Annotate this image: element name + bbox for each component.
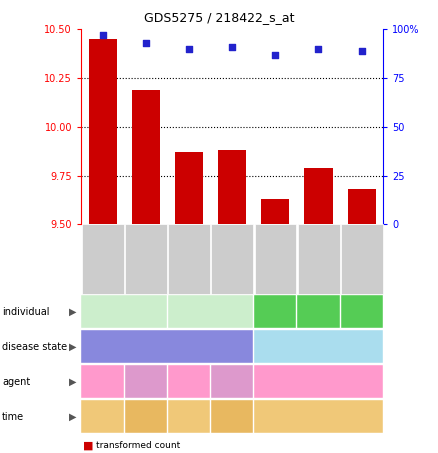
Text: ▶: ▶ <box>69 411 77 422</box>
Text: individual: individual <box>2 307 49 317</box>
Text: ▶: ▶ <box>69 376 77 387</box>
Bar <box>304 168 332 224</box>
Bar <box>348 189 376 224</box>
Bar <box>132 90 160 224</box>
Text: untreat
ed: untreat ed <box>87 372 118 391</box>
Text: GSM1414317: GSM1414317 <box>314 234 323 285</box>
Text: ruxolini
tib: ruxolini tib <box>130 372 162 391</box>
Text: GSM1414316: GSM1414316 <box>271 234 280 285</box>
Text: week 0: week 0 <box>174 412 204 421</box>
Bar <box>218 150 246 224</box>
Text: normal: normal <box>304 342 333 351</box>
Text: alopecia areata: alopecia areata <box>135 342 200 351</box>
Text: GSM1414314: GSM1414314 <box>184 234 194 285</box>
Text: control
subject 3: control subject 3 <box>343 302 381 322</box>
Text: time: time <box>2 411 25 422</box>
Point <box>99 32 106 39</box>
Text: transformed count: transformed count <box>96 441 180 450</box>
Point <box>142 39 149 47</box>
Text: agent: agent <box>2 376 30 387</box>
Text: week 0: week 0 <box>88 412 118 421</box>
Text: ruxolini
tib: ruxolini tib <box>216 372 248 391</box>
Text: ▶: ▶ <box>69 342 77 352</box>
Text: week 0: week 0 <box>304 412 334 421</box>
Text: GDS5275 / 218422_s_at: GDS5275 / 218422_s_at <box>144 11 294 24</box>
Point <box>229 43 236 51</box>
Bar <box>175 152 203 224</box>
Text: ■: ■ <box>83 440 94 450</box>
Point <box>185 45 192 53</box>
Bar <box>261 199 290 224</box>
Bar <box>88 39 117 224</box>
Text: GSM1414312: GSM1414312 <box>98 234 107 285</box>
Text: ▶: ▶ <box>69 307 77 317</box>
Text: control
subject 2: control subject 2 <box>299 302 338 322</box>
Point <box>358 47 365 54</box>
Text: untreat
ed: untreat ed <box>173 372 205 391</box>
Text: GSM1414313: GSM1414313 <box>141 234 150 285</box>
Text: week 12: week 12 <box>128 412 163 421</box>
Text: untreated: untreated <box>298 377 339 386</box>
Text: patient 1: patient 1 <box>105 308 143 316</box>
Text: patient 2: patient 2 <box>191 308 230 316</box>
Text: week 12: week 12 <box>215 412 250 421</box>
Point <box>272 51 279 58</box>
Text: GSM1414315: GSM1414315 <box>228 234 237 285</box>
Point <box>315 45 322 53</box>
Text: disease state: disease state <box>2 342 67 352</box>
Text: control
subject 1: control subject 1 <box>256 302 295 322</box>
Text: GSM1414318: GSM1414318 <box>357 234 366 285</box>
